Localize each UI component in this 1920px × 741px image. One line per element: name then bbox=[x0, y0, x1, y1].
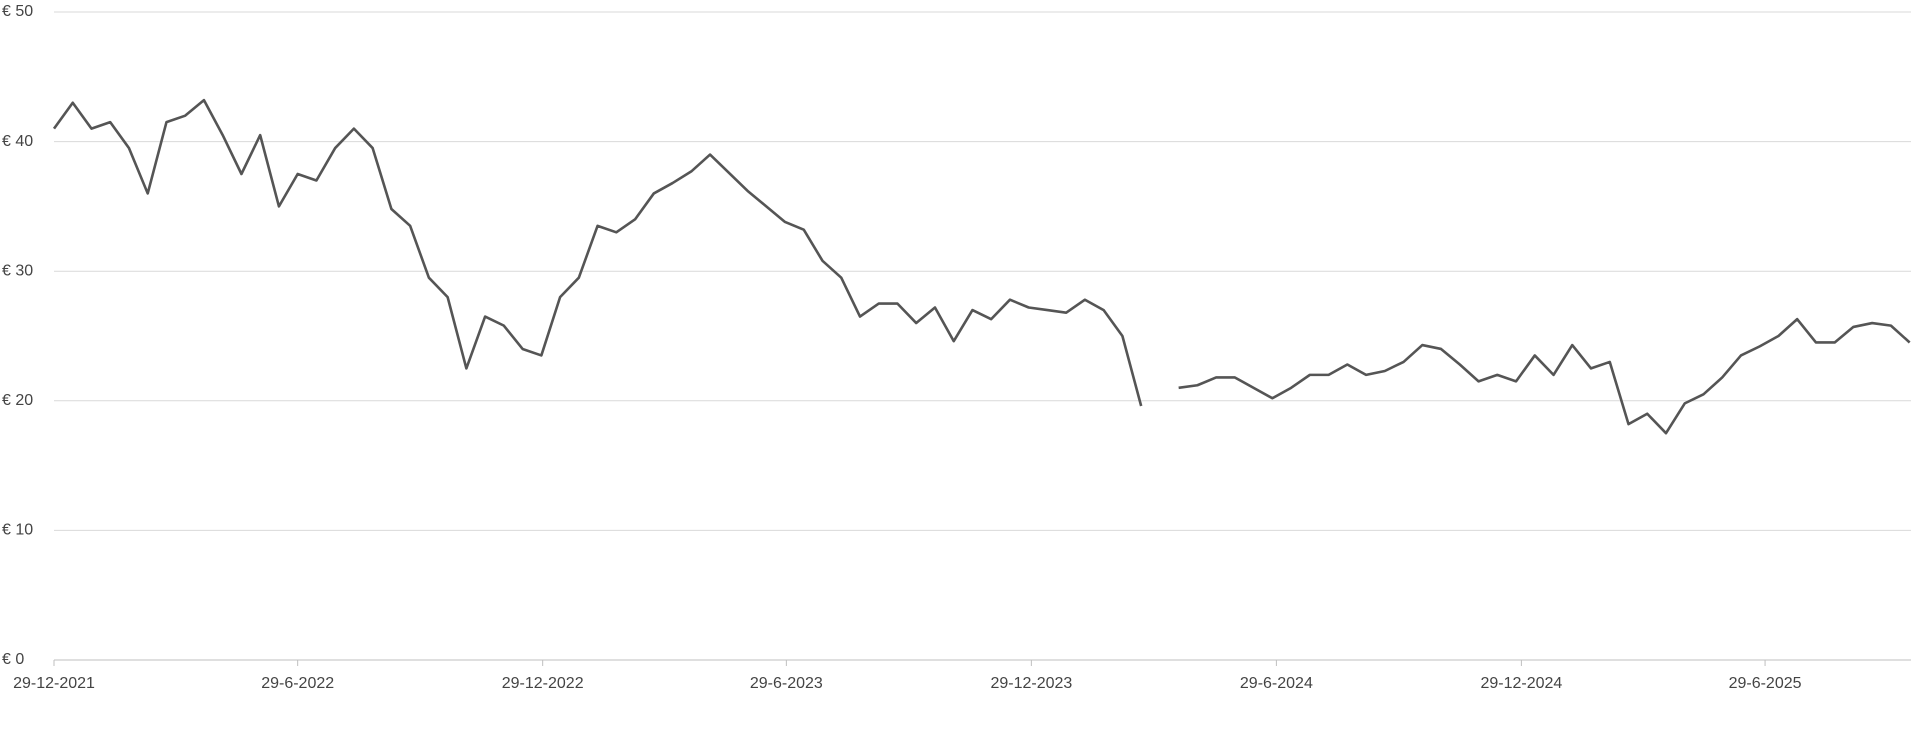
x-tick-label: 29-12-2021 bbox=[13, 675, 95, 692]
x-tick-label: 29-6-2023 bbox=[750, 675, 823, 692]
x-tick-label: 29-12-2022 bbox=[502, 675, 584, 692]
y-tick-label: € 40 bbox=[2, 133, 33, 150]
x-tick-label: 29-12-2023 bbox=[990, 675, 1072, 692]
y-tick-label: € 30 bbox=[2, 262, 33, 279]
x-tick-label: 29-6-2024 bbox=[1240, 675, 1313, 692]
price-line bbox=[52, 98, 1911, 435]
y-tick-label: € 10 bbox=[2, 522, 33, 539]
y-tick-label: € 20 bbox=[2, 392, 33, 409]
x-tick-label: 29-12-2024 bbox=[1480, 675, 1562, 692]
y-tick-label: € 0 bbox=[2, 651, 24, 668]
x-tick-label: 29-6-2022 bbox=[261, 675, 334, 692]
y-tick-label: € 50 bbox=[2, 3, 33, 20]
x-tick-label: 29-6-2025 bbox=[1729, 675, 1802, 692]
